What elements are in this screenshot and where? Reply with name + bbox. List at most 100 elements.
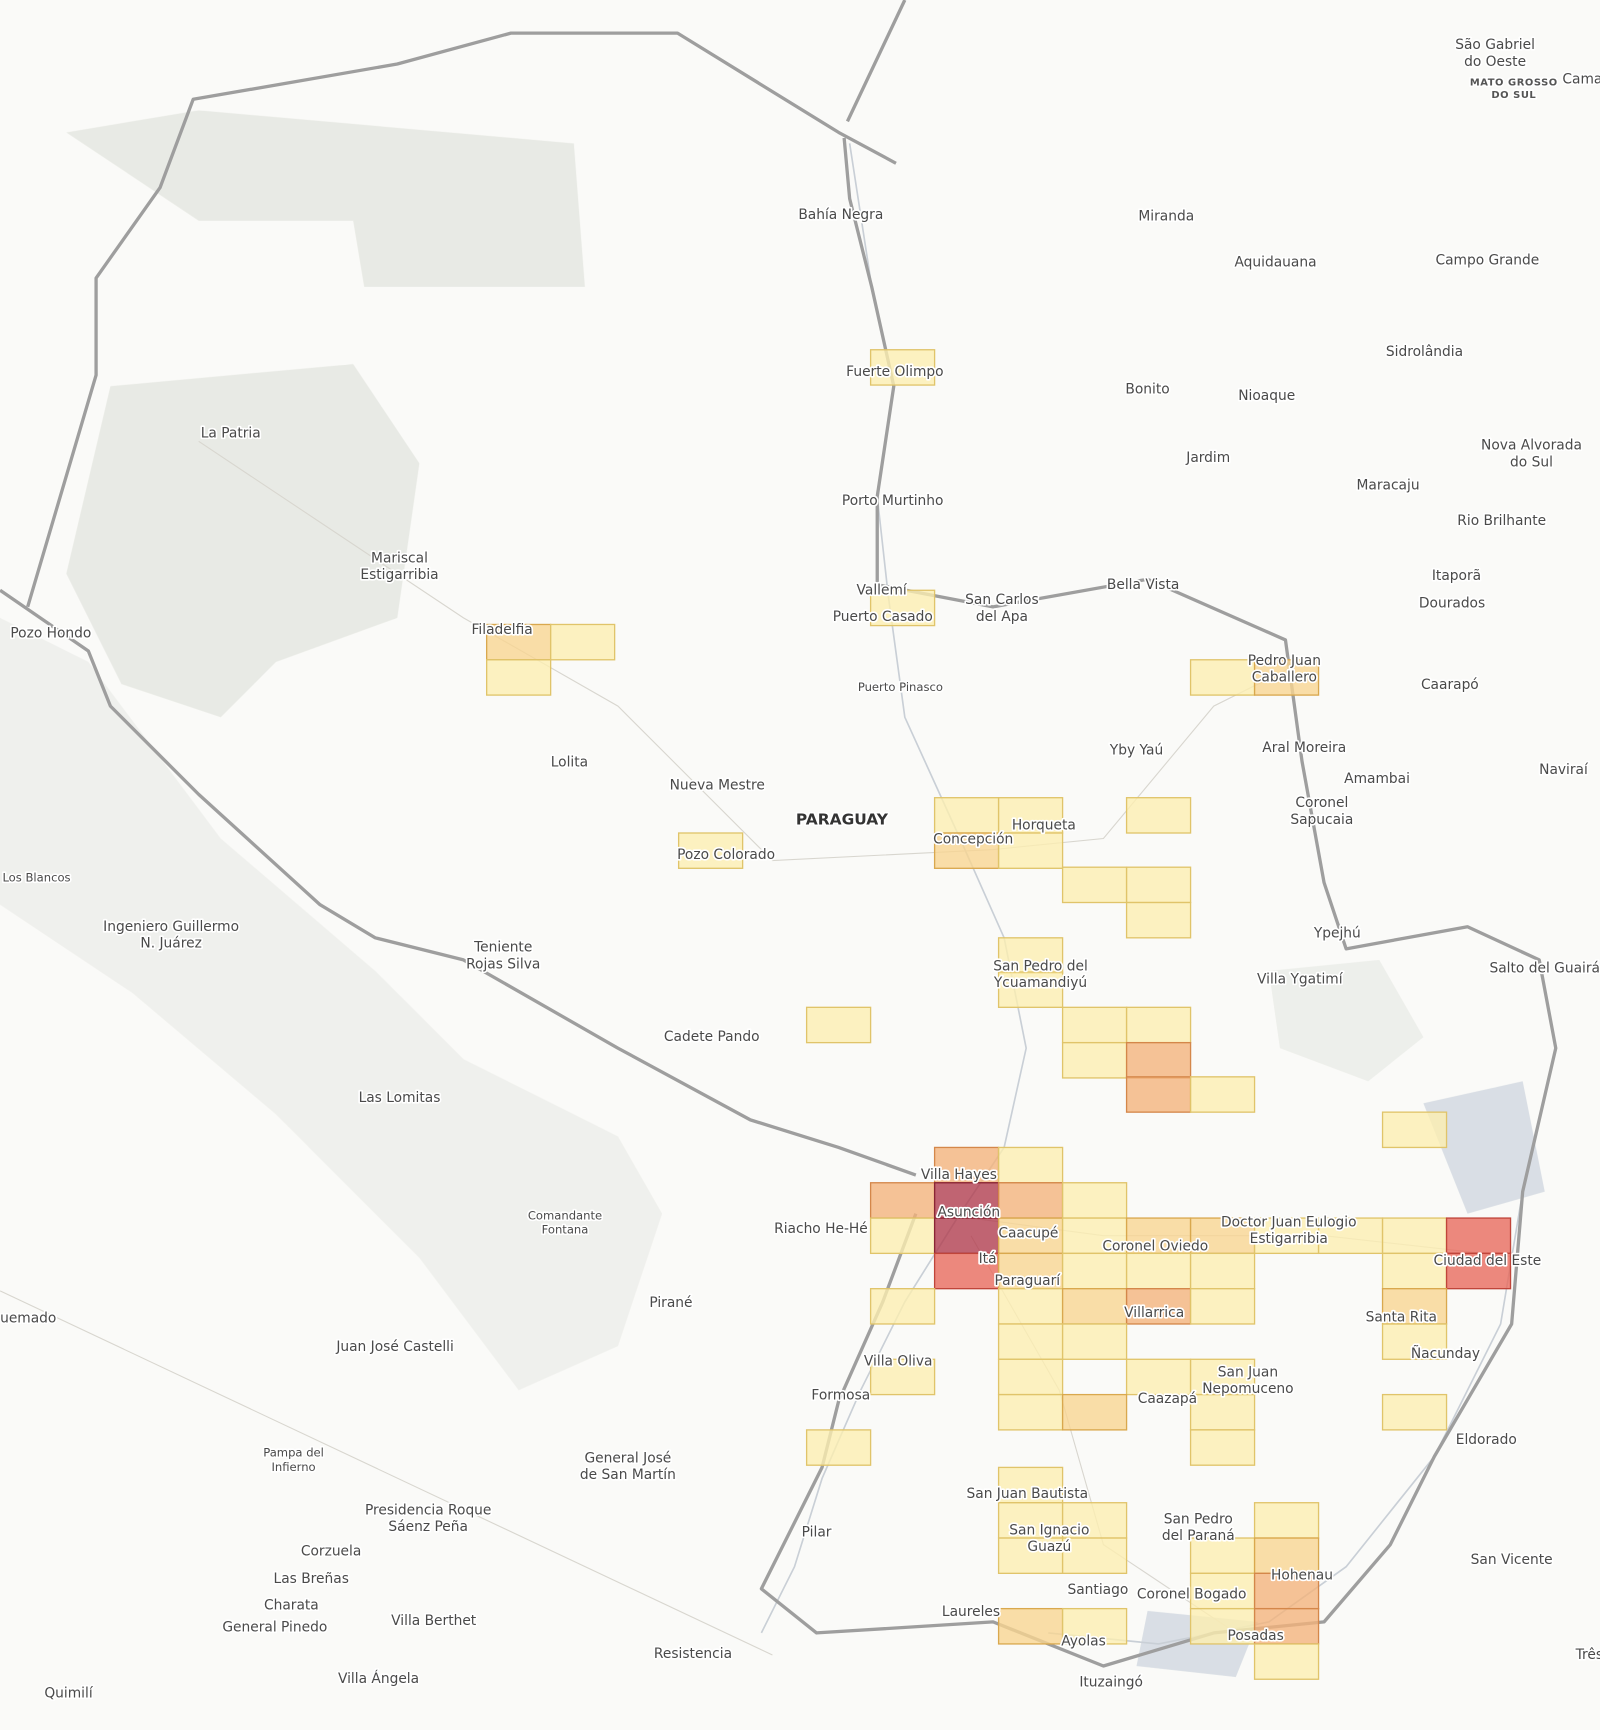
place-label: Maracaju (1357, 477, 1420, 493)
heat-cell (1125, 797, 1192, 834)
place-label: Riacho He-Hé (774, 1221, 868, 1237)
place-label: Rio Brilhante (1457, 513, 1546, 529)
heat-cell (1189, 659, 1256, 696)
place-label: Nueva Mestre (670, 778, 765, 794)
heat-cell (997, 1393, 1064, 1431)
place-label: Sidrolândia (1386, 344, 1463, 360)
land-cover (0, 110, 1545, 1678)
heat-cell (997, 1252, 1064, 1290)
heat-cell (1125, 1217, 1192, 1255)
place-label: Villarrica (1124, 1305, 1184, 1321)
place-label: Corzuela (301, 1543, 361, 1559)
heat-cell (1061, 1252, 1128, 1290)
place-label: Porto Murtinho (842, 493, 944, 509)
place-label: La Patria (201, 426, 261, 442)
place-label: Pozo Colorado (677, 847, 775, 863)
heat-cell (1125, 1076, 1192, 1113)
heat-cell (1381, 1252, 1448, 1290)
place-label: Quimilí (44, 1686, 93, 1702)
heat-cell (1061, 1607, 1128, 1645)
place-label: do Oeste (1464, 54, 1526, 70)
place-label: Pozo Hondo (10, 625, 91, 641)
heat-cell (1381, 1393, 1448, 1431)
heat-cell (869, 589, 936, 627)
heat-cell (1061, 1537, 1128, 1574)
place-label: Eldorado (1456, 1432, 1517, 1448)
place-label: Lolita (551, 754, 588, 770)
heat-cell (869, 1288, 936, 1325)
place-label: del Apa (976, 609, 1028, 625)
heat-cell (1125, 1006, 1192, 1044)
place-label: de San Martín (580, 1467, 676, 1483)
place-label: Ayolas (1061, 1634, 1106, 1650)
place-label: Itá (979, 1251, 997, 1267)
heat-cell (805, 1429, 872, 1466)
place-label: São Gabriel (1455, 37, 1535, 53)
place-label: San Juan (1218, 1365, 1278, 1381)
heat-cell (933, 1217, 1000, 1255)
place-label: San Vicente (1471, 1552, 1553, 1568)
place-label: Villa Ygatimí (1257, 972, 1344, 988)
place-label: Ypejhú (1313, 925, 1361, 941)
place-label: San Carlos (965, 592, 1038, 608)
heat-cell (1253, 1643, 1320, 1680)
place-label: Doctor Juan Eulogio (1221, 1214, 1357, 1230)
heat-cell (1253, 1572, 1320, 1610)
place-label: Sapucaia (1290, 812, 1353, 828)
place-label: Pedro Juan (1248, 653, 1321, 669)
place-label: Guazú (1027, 1539, 1071, 1555)
heat-cell (1189, 1393, 1256, 1431)
heat-cell (997, 797, 1064, 834)
heat-cell (1061, 1323, 1128, 1360)
place-label: Amambai (1344, 771, 1410, 787)
place-label: Cadete Pando (664, 1029, 760, 1045)
place-label: Resistencia (654, 1646, 732, 1662)
heat-cell (997, 1323, 1064, 1360)
place-label: Naviraí (1539, 762, 1589, 778)
place-label: Posadas (1228, 1628, 1284, 1644)
place-label: Charata (264, 1597, 319, 1613)
heat-cell (1253, 1537, 1320, 1574)
heat-grid (485, 349, 1512, 1680)
place-label: Santiago (1067, 1582, 1128, 1598)
heat-cell (997, 832, 1064, 869)
heat-cell (1125, 866, 1192, 904)
heat-cell (997, 1358, 1064, 1396)
heat-cell (869, 1217, 936, 1255)
place-label: Coronel (1295, 795, 1348, 811)
place-label: Bahía Negra (798, 207, 883, 223)
heat-cell (485, 623, 552, 661)
heat-cell (1253, 1502, 1320, 1539)
heat-cell (997, 1607, 1064, 1645)
place-label: Yby Yaú (1109, 742, 1163, 758)
heat-cell (1061, 1041, 1128, 1079)
place-label: Concepción (933, 832, 1013, 848)
heat-cell (933, 832, 1000, 869)
heat-cell (1381, 1111, 1448, 1149)
place-label: Puerto Pinasco (858, 680, 943, 694)
place-label: Jardim (1185, 450, 1230, 466)
place-label: Coronel Bogado (1137, 1586, 1247, 1602)
heat-cell (933, 797, 1000, 834)
heat-cell (997, 1537, 1064, 1574)
place-label: PARAGUAY (796, 810, 889, 828)
heat-cell (1189, 1252, 1256, 1290)
place-label: Ycuamandiyú (993, 975, 1087, 991)
heat-cell (1445, 1252, 1512, 1290)
heat-cell (1189, 1358, 1256, 1396)
heat-cell (1189, 1076, 1256, 1113)
place-label: Miranda (1138, 208, 1194, 224)
place-label: Infierno (271, 1460, 315, 1474)
place-label: Ituzaingó (1079, 1675, 1143, 1691)
place-label: Rojas Silva (466, 956, 540, 972)
place-label: Villa Berthet (391, 1613, 477, 1629)
place-label: Coronel Oviedo (1102, 1239, 1208, 1255)
place-label: Nioaque (1238, 388, 1295, 404)
heat-cell (677, 832, 744, 869)
place-label: Villa Ángela (338, 1669, 419, 1687)
place-label: Fontana (542, 1223, 589, 1237)
place-label: Caarapó (1421, 677, 1479, 693)
place-label: Filadelfia (471, 622, 532, 638)
heat-cell (997, 1466, 1064, 1504)
place-label: Três (1575, 1647, 1600, 1663)
